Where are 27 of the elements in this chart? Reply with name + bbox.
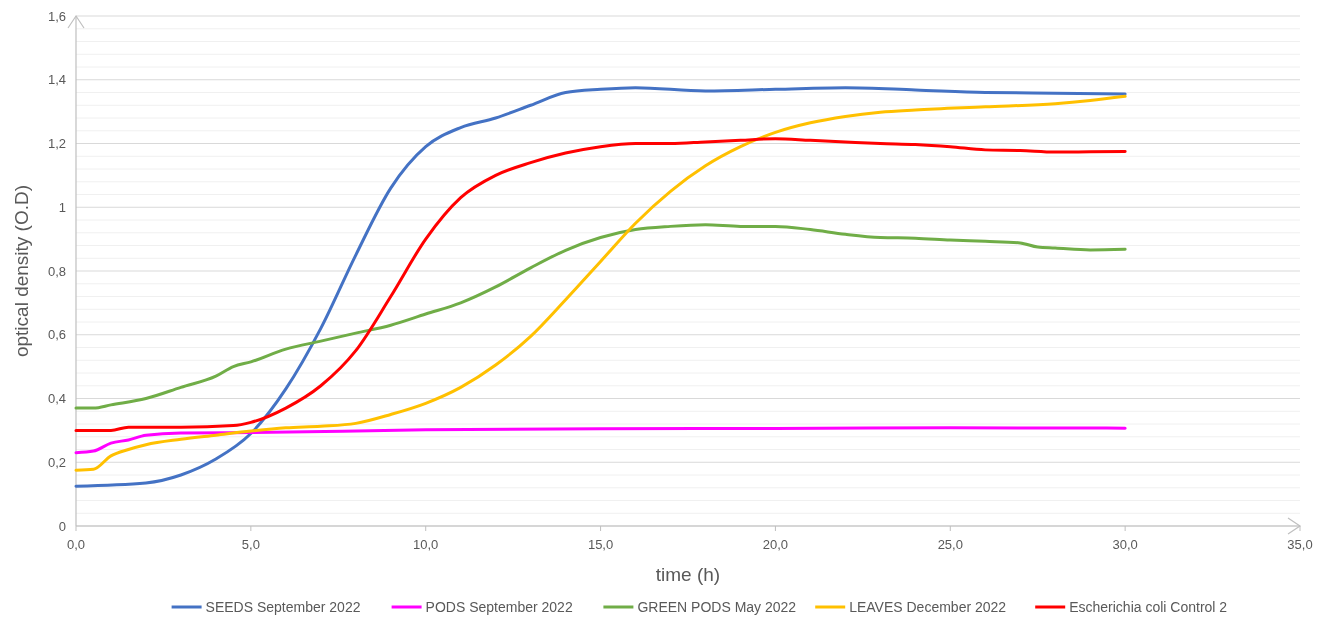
x-tick-label: 0,0 (66, 537, 86, 552)
x-tick-label: 25,0 (937, 537, 963, 552)
x-axis-title: time (h) (655, 564, 721, 585)
line-series (74, 426, 1127, 455)
line-series (74, 223, 1127, 410)
x-tick-label: 15,0 (587, 537, 614, 552)
y-tick-label: 0,8 (47, 263, 66, 279)
y-tick-label: 1 (58, 199, 66, 215)
y-tick-label: 0,4 (47, 391, 66, 406)
legend-label: Escherichia coli Control 2 (1069, 599, 1228, 615)
y-tick-label: 0 (58, 518, 66, 534)
x-tick-label: 5,0 (241, 537, 260, 552)
legend-label: GREEN PODS May 2022 (637, 599, 797, 615)
y-tick-label: 1,2 (47, 136, 66, 151)
y-tick-label: 1,6 (47, 8, 66, 24)
y-tick-label: 0,6 (47, 327, 66, 343)
y-axis-title: optical density (O.D) (11, 184, 32, 358)
x-tick-label: 30,0 (1112, 537, 1138, 552)
y-tick-label: 0,2 (47, 454, 66, 470)
x-tick-label: 20,0 (762, 537, 789, 552)
legend-label: PODS September 2022 (425, 599, 573, 615)
x-tick-label: 10,0 (413, 537, 439, 552)
y-tick-label: 1,4 (47, 72, 66, 88)
x-tick-label: 35,0 (1287, 537, 1313, 552)
legend-label: LEAVES December 2022 (849, 599, 1007, 615)
legend-label: SEEDS September 2022 (205, 599, 361, 615)
line-series (74, 137, 1127, 432)
